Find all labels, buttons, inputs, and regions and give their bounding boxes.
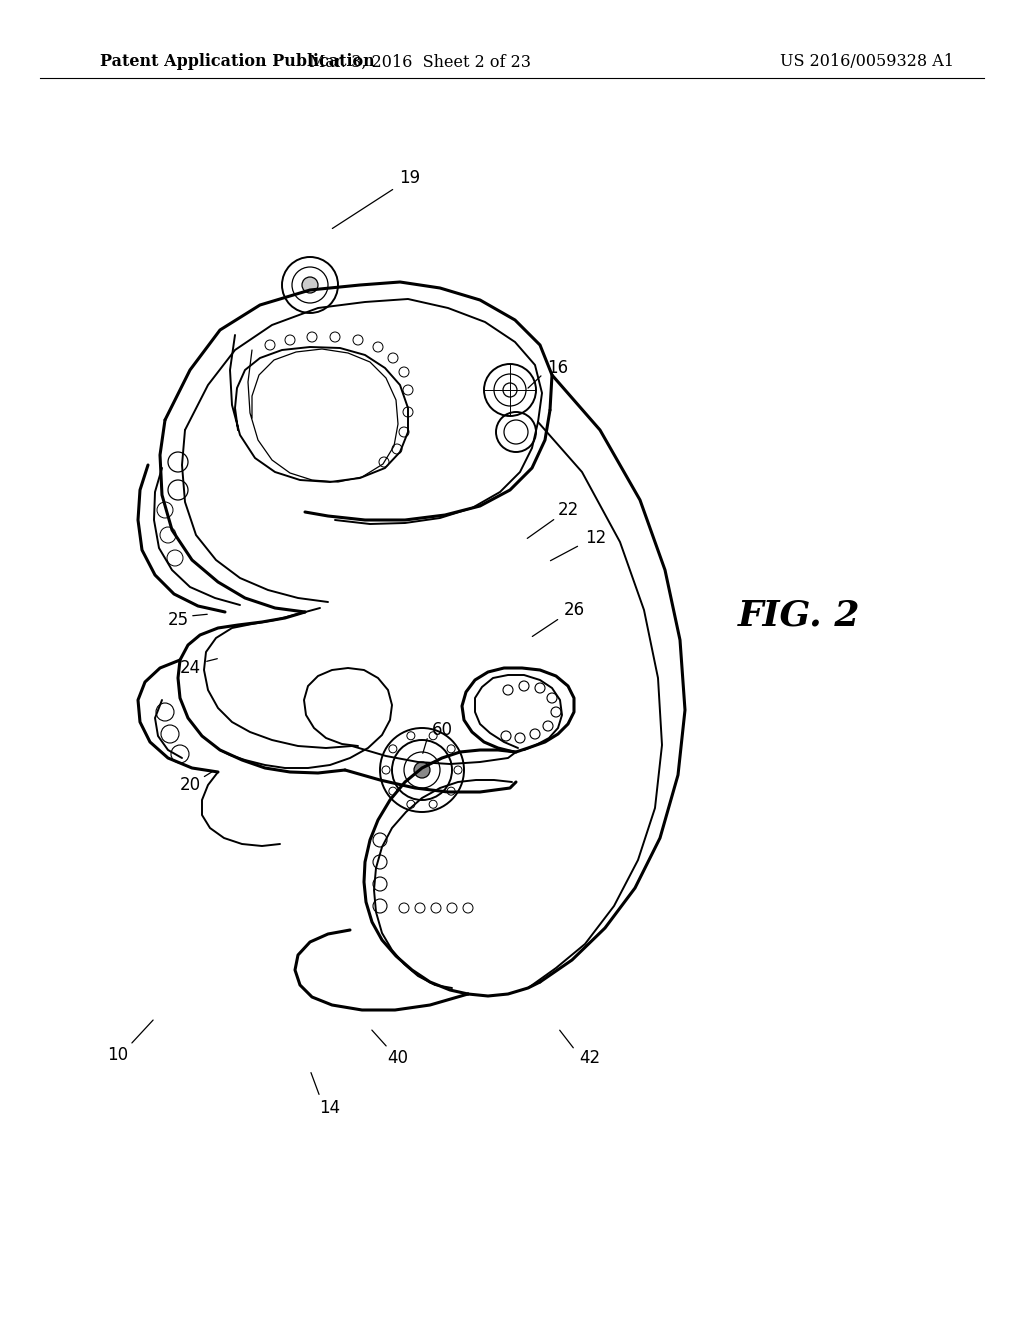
Text: 20: 20 (179, 776, 201, 795)
Text: 22: 22 (557, 502, 579, 519)
Text: Mar. 3, 2016  Sheet 2 of 23: Mar. 3, 2016 Sheet 2 of 23 (309, 54, 531, 70)
Text: 24: 24 (179, 659, 201, 677)
Text: 14: 14 (319, 1100, 341, 1117)
Text: 19: 19 (399, 169, 421, 187)
Text: Patent Application Publication: Patent Application Publication (100, 54, 375, 70)
Circle shape (302, 277, 318, 293)
Text: 42: 42 (580, 1049, 600, 1067)
Text: FIG. 2: FIG. 2 (738, 598, 860, 632)
Text: US 2016/0059328 A1: US 2016/0059328 A1 (780, 54, 954, 70)
Text: 26: 26 (563, 601, 585, 619)
Text: 40: 40 (387, 1049, 409, 1067)
Circle shape (414, 762, 430, 777)
Text: 16: 16 (548, 359, 568, 378)
Text: 10: 10 (108, 1045, 129, 1064)
Text: 12: 12 (586, 529, 606, 546)
Text: 60: 60 (431, 721, 453, 739)
Text: 25: 25 (168, 611, 188, 630)
